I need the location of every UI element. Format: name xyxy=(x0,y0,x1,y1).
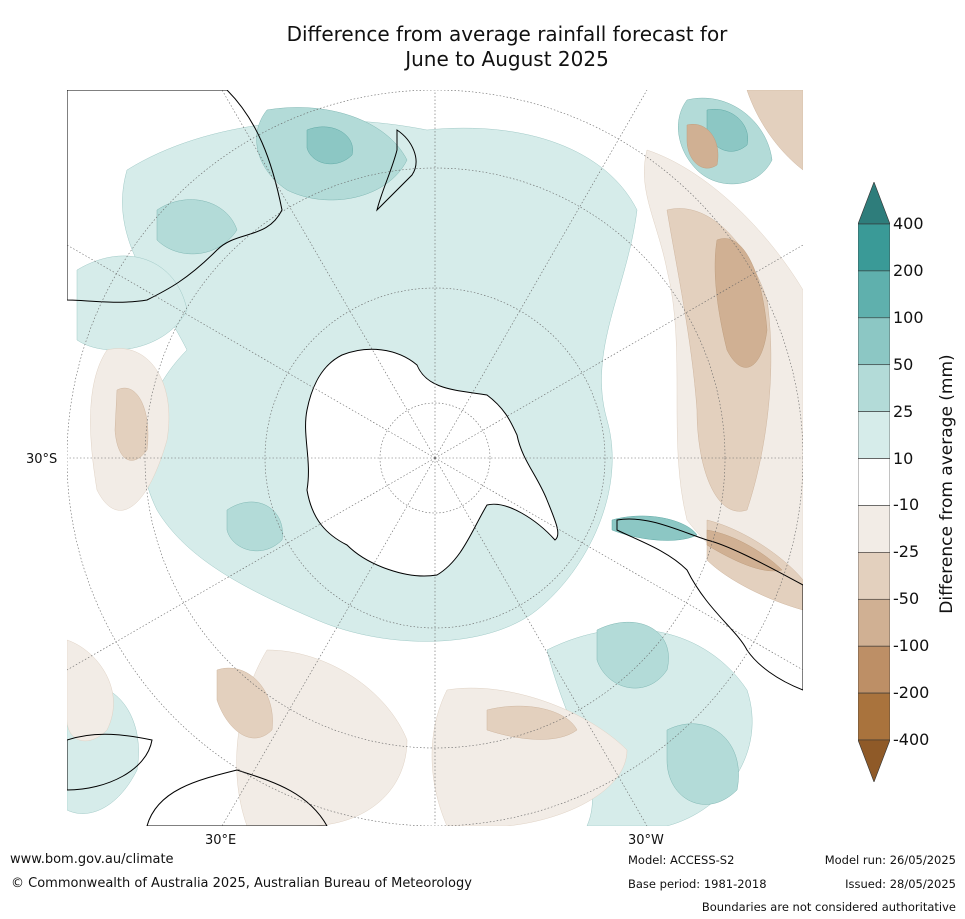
base-period-text: Base period: 1981-2018 xyxy=(628,877,767,891)
colorbar xyxy=(858,182,890,782)
south-america-coastline xyxy=(616,518,803,691)
colorbar-extend-bottom xyxy=(858,739,890,782)
colorbar-tick-label: -50 xyxy=(893,589,920,609)
dry-anomaly-strong xyxy=(686,123,783,572)
colorbar-tick-label: -200 xyxy=(893,683,930,703)
colorbar-segment xyxy=(858,223,890,272)
colorbar-segment xyxy=(858,505,890,553)
title-line-1: Difference from average rainfall forecas… xyxy=(286,22,728,46)
madagascar-coastline xyxy=(67,733,153,791)
copyright-text: © Commonwealth of Australia 2025, Austra… xyxy=(11,876,472,891)
colorbar-segment xyxy=(858,645,890,694)
wet-anomaly-strong xyxy=(306,108,749,541)
colorbar-segment xyxy=(858,692,890,741)
colorbar-extend-top xyxy=(858,182,890,225)
colorbar-label: Difference from average (mm) xyxy=(937,354,957,614)
australia-coastline xyxy=(67,90,283,303)
antarctica-coastline xyxy=(305,348,559,577)
colorbar-tick-label: 50 xyxy=(893,354,914,374)
colorbar-tick-label: 25 xyxy=(893,401,914,421)
colorbar-segment xyxy=(858,552,890,600)
model-run-text: Model run: 26/05/2025 xyxy=(824,853,956,867)
map-title: Difference from average rainfall forecas… xyxy=(200,22,814,72)
lon-label-30e: 30°E xyxy=(205,833,237,848)
lon-label-30w: 30°W xyxy=(628,833,664,848)
colorbar-tick-label: -25 xyxy=(893,542,920,562)
colorbar-segment xyxy=(858,364,890,412)
colorbar-tick-label: 400 xyxy=(893,214,924,233)
colorbar-segment xyxy=(858,411,890,459)
disclaimer-text: Boundaries are not considered authoritat… xyxy=(701,900,956,914)
colorbar-segment xyxy=(858,270,890,319)
title-line-2: June to August 2025 xyxy=(405,47,609,71)
colorbar-segment xyxy=(858,598,890,647)
new-zealand-coastline xyxy=(376,129,417,212)
model-text: Model: ACCESS-S2 xyxy=(628,853,735,867)
colorbar-segment xyxy=(858,317,890,366)
africa-coastline xyxy=(146,769,328,826)
colorbar-tick-label: -100 xyxy=(893,636,930,656)
colorbar-tick-label: -10 xyxy=(893,495,920,515)
colorbar-tick-label: 200 xyxy=(893,260,924,280)
colorbar-tick-label: 10 xyxy=(893,448,914,468)
graticule xyxy=(67,90,803,826)
rainfall-map xyxy=(67,90,803,826)
colorbar-segment xyxy=(858,458,890,506)
colorbar-tick-label: -400 xyxy=(893,730,930,749)
colorbar-tick-label: 100 xyxy=(893,307,924,327)
issued-text: Issued: 28/05/2025 xyxy=(845,877,956,891)
bom-url-link[interactable]: www.bom.gov.au/climate xyxy=(10,852,174,867)
lat-label-30s: 30°S xyxy=(26,452,58,467)
